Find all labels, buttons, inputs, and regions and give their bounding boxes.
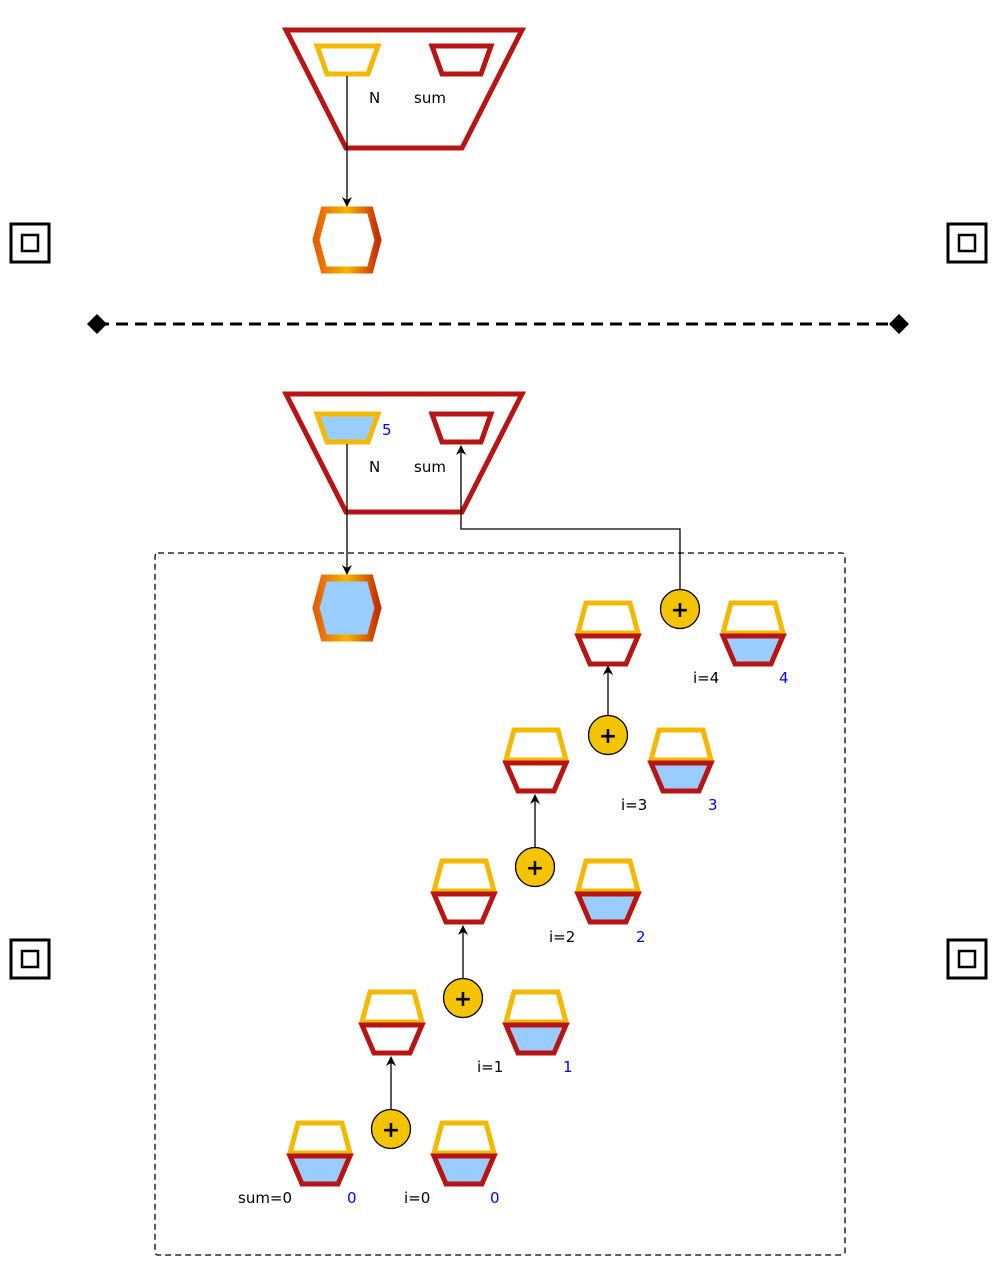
square-target-icon [9,938,51,980]
accumulator-label: sum=0 [238,1189,292,1207]
plus-icon: + [671,598,689,623]
iteration-2: + i=2 2 [430,794,646,946]
index-label: i=2 [549,928,575,946]
index-value: 3 [708,796,718,814]
bottom-output-sum-port [428,411,495,445]
index-value: 0 [490,1189,500,1207]
index-cell [647,727,715,794]
diamond-icon [87,314,107,334]
plus-node: + [659,588,701,630]
top-input-n-port [313,43,382,77]
index-label: i=0 [404,1189,430,1207]
bottom-n-value: 5 [382,421,392,439]
square-target-icon [946,222,988,264]
plus-icon: + [454,987,472,1012]
bottom-label-n: N [369,458,380,476]
accumulator-value: 0 [347,1189,357,1207]
diamond-icon [889,314,909,334]
iteration-3: + i=3 3 [502,665,718,814]
panel-divider [87,314,909,334]
plus-node: + [587,714,629,756]
index-cell [502,989,570,1056]
accumulator-cell [574,600,642,667]
plus-icon: + [382,1118,400,1143]
loop-frame [154,552,846,1256]
top-label-n: N [369,89,380,107]
index-cell [430,1120,498,1187]
index-cell [574,858,642,925]
accumulator-cell [358,989,426,1056]
plus-node: + [370,1108,412,1150]
square-target-icon [946,938,988,980]
index-label: i=3 [621,796,647,814]
accumulator-cell [502,727,570,794]
bottom-hexagon-param [312,574,382,642]
index-value: 4 [779,669,789,687]
iteration-4: + i=4 4 [574,588,789,687]
iteration-1: + i=1 1 [358,925,573,1076]
index-label: i=1 [477,1058,503,1076]
top-hexagon-param [312,206,382,274]
top-output-sum-port [428,43,495,77]
index-label: i=4 [693,669,719,687]
plus-node: + [514,846,556,888]
bottom-input-n-port [313,411,382,445]
accumulator-cell [430,858,498,925]
plus-icon: + [599,724,617,749]
bottom-label-sum: sum [414,458,446,476]
square-target-icon [9,222,51,264]
accumulator-cell [286,1120,354,1187]
index-cell [719,600,787,667]
plus-icon: + [526,856,544,881]
plus-node: + [442,977,484,1019]
bottom-function-block: 5 N sum [281,391,527,515]
top-function-block: N sum [281,27,527,151]
iteration-0: sum=0 0 + i=0 0 [238,1056,500,1207]
top-label-sum: sum [414,89,446,107]
index-value: 2 [636,928,646,946]
result-arrow-to-sum [456,445,681,592]
index-value: 1 [563,1058,573,1076]
